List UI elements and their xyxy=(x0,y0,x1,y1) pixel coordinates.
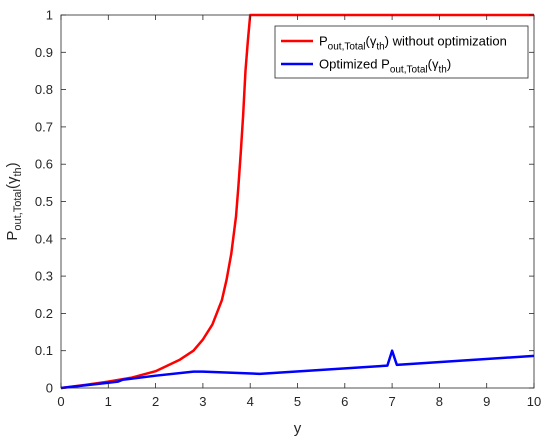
x-axis-label: y xyxy=(294,420,302,437)
series-line-1 xyxy=(60,13,534,390)
legend-2-open: ( xyxy=(428,57,433,72)
series-layer xyxy=(60,13,535,390)
legend-1-greek: γ xyxy=(370,34,377,49)
x-tick-label: 2 xyxy=(152,394,159,409)
y-tick-label: 0.6 xyxy=(35,157,53,172)
x-tick-label: 10 xyxy=(527,394,541,409)
y-label-greek-sub: th xyxy=(12,167,24,176)
y-tick-label: 0.3 xyxy=(35,269,53,284)
y-tick-label: 0.5 xyxy=(35,194,53,209)
series-line-2 xyxy=(60,349,535,390)
y-tick-label: 1 xyxy=(46,8,53,23)
legend-1-suffix: without optimization xyxy=(389,34,507,49)
legend-1-main: P xyxy=(319,34,328,49)
y-tick-label: 0 xyxy=(46,381,53,396)
legend-2-greek_sub: th xyxy=(438,65,446,76)
x-tick-label: 9 xyxy=(483,394,490,409)
ticks-layer: 0 1 2 3 4 5 6 7 8 9 10 0 0.1 0.2 0.3 0.4 0.5 0.6 0.7 0.8 0.9… xyxy=(35,8,541,410)
y-label-open: ( xyxy=(4,184,21,189)
x-tick-label: 5 xyxy=(294,394,301,409)
y-tick-label: 0.9 xyxy=(35,45,53,60)
x-tick-label: 7 xyxy=(388,394,395,409)
legend-1-sub: out,Total xyxy=(328,42,366,53)
legend-1-close: ) xyxy=(385,34,389,49)
y-label-main: P xyxy=(4,231,21,241)
y-label-sub: out,Total xyxy=(12,189,24,231)
legend-2-greek: γ xyxy=(432,57,439,72)
legend-box xyxy=(274,25,529,79)
legend-1-open: ( xyxy=(365,34,370,49)
y-label-greek: γ xyxy=(4,176,21,184)
legend-2-close: ) xyxy=(447,57,451,72)
legend-label-2: Optimized Pout,Total(γth) xyxy=(319,57,451,76)
y-axis-label: Pout,Total(γth) xyxy=(4,162,24,240)
x-tick-label: 6 xyxy=(341,394,348,409)
legend-2-sub: out,Total xyxy=(390,65,428,76)
x-tick-label: 4 xyxy=(247,394,254,409)
x-tick-label: 1 xyxy=(105,394,112,409)
x-tick-label: 0 xyxy=(57,394,64,409)
x-tick-label: 8 xyxy=(436,394,443,409)
x-tick-label: 3 xyxy=(199,394,206,409)
y-label-close: ) xyxy=(4,162,21,167)
legend-2-prefix: Optimized xyxy=(319,57,381,72)
legend-1-greek_sub: th xyxy=(376,42,384,53)
legend-label-1: Pout,Total(γth) without optimization xyxy=(319,34,507,53)
y-tick-label: 0.8 xyxy=(35,82,53,97)
y-tick-label: 0.1 xyxy=(35,343,53,358)
legend-2-main: P xyxy=(381,57,390,72)
y-tick-label: 0.7 xyxy=(35,119,53,134)
y-tick-label: 0.4 xyxy=(35,231,53,246)
y-tick-label: 0.2 xyxy=(35,306,53,321)
legend: Pout,Total(γth) without optimizationOpti… xyxy=(274,25,529,79)
